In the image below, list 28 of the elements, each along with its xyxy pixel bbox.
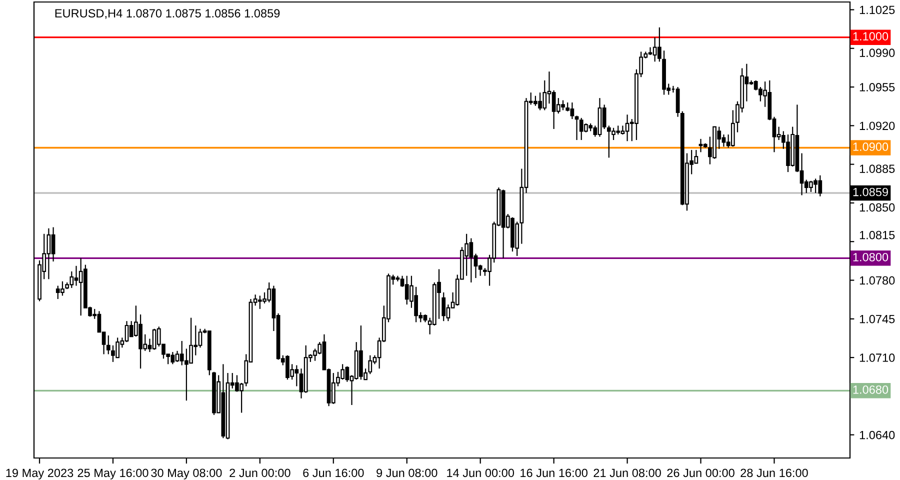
y-tick-label: 1.0990 — [860, 48, 895, 58]
x-tick-label: 30 May 08:00 — [151, 468, 222, 480]
y-tick-label: 1.0710 — [860, 354, 895, 362]
y-tick-label: 1.0640 — [860, 430, 895, 440]
x-tick-label: 9 Jun 08:00 — [376, 468, 438, 478]
ref-line-label: 1.0859 — [853, 188, 888, 196]
x-tick-label: 2 Jun 00:00 — [230, 468, 290, 478]
y-tick-label: 1.0745 — [860, 314, 895, 324]
x-tick-label: 19 May 2023 — [6, 468, 74, 480]
x-tick-label: 26 Jun 00:00 — [667, 468, 734, 478]
text: EURUSD,H4 1.0870 1.0875 1.0856 1.0859 — [55, 9, 280, 19]
y-tick-label: 1.0780 — [860, 276, 895, 285]
x-tick-label: 21 Jun 08:00 — [594, 468, 661, 478]
y-tick-label: 1.1025 — [860, 6, 895, 14]
ref-line-label: 1.0900 — [853, 142, 888, 151]
x-tick-label: 6 Jun 16:00 — [303, 468, 364, 478]
ref-line-label: 1.0680 — [853, 385, 888, 394]
x-tick-label: 14 Jun 00:00 — [447, 468, 514, 478]
y-tick-label: 1.0885 — [860, 164, 895, 173]
ref-line-label: 1.0800 — [853, 252, 888, 262]
y-tick-label: 1.0955 — [860, 83, 895, 92]
x-tick-label: 16 Jun 16:00 — [520, 468, 588, 478]
y-tick-label: 1.0920 — [860, 122, 895, 130]
y-tick-label: 1.0850 — [860, 203, 895, 212]
x-tick-label: 25 May 16:00 — [78, 468, 148, 480]
ref-line-label: 1.1000 — [853, 32, 888, 40]
y-tick-label: 1.0815 — [860, 230, 895, 240]
x-tick-label: 28 Jun 16:00 — [740, 468, 808, 478]
